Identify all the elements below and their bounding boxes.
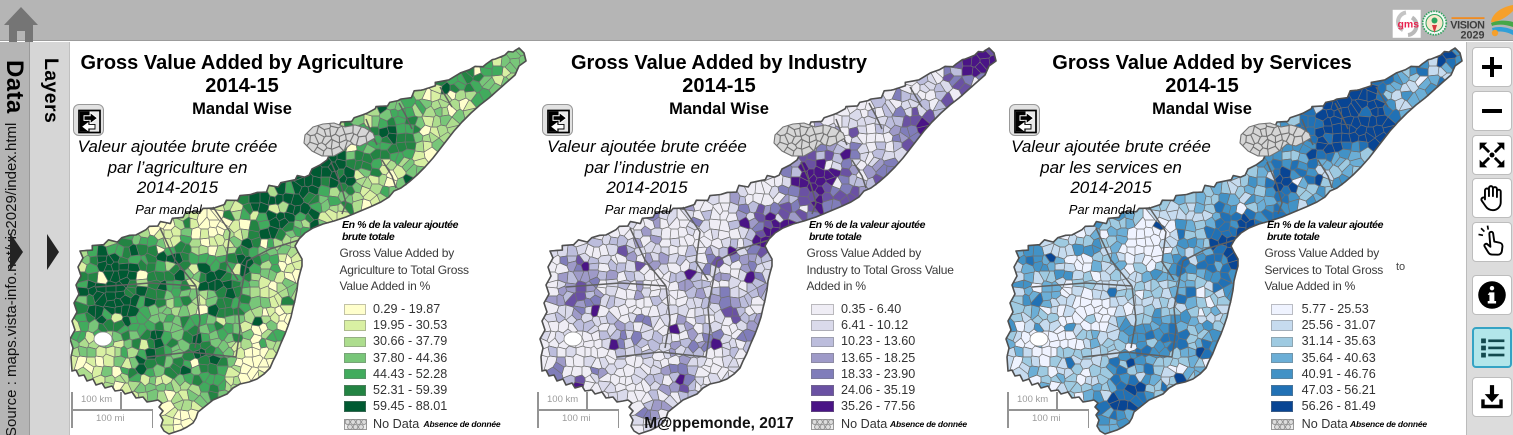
svg-text:2029: 2029	[1460, 30, 1484, 42]
svg-text:VISION: VISION	[1450, 20, 1485, 32]
svg-text:gms: gms	[1398, 19, 1420, 31]
